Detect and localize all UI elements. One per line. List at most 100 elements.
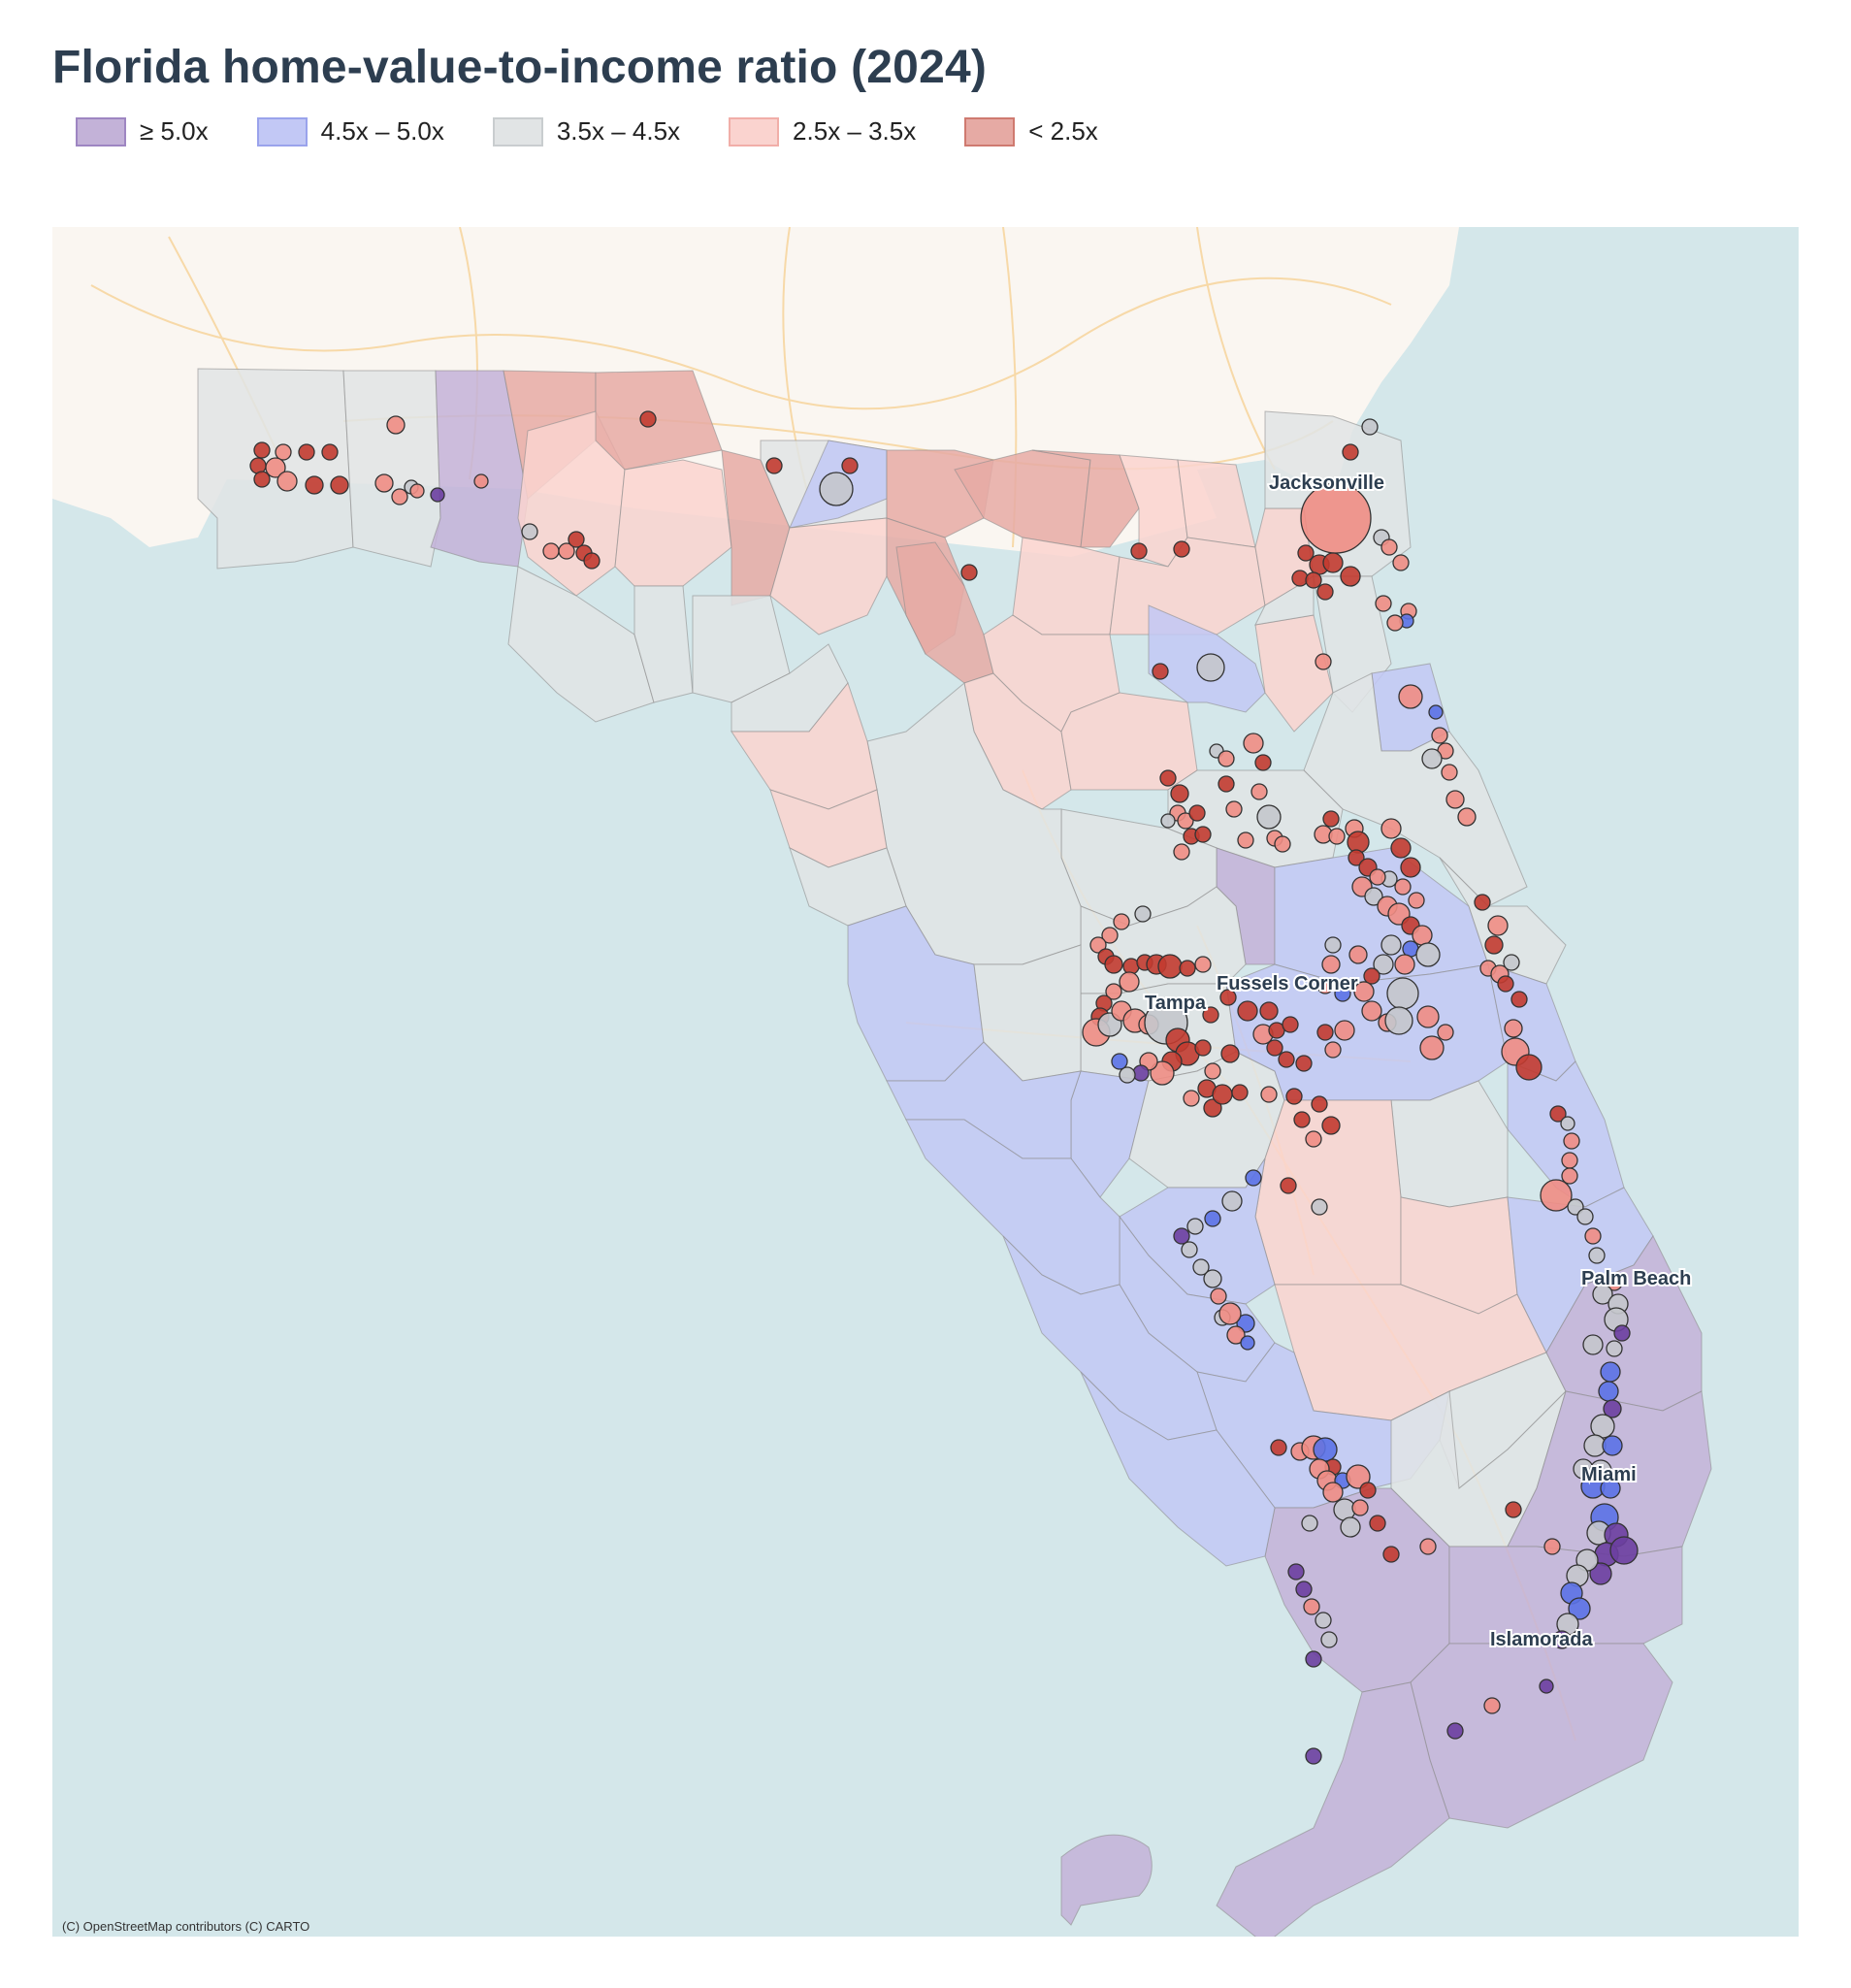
data-point-marker[interactable]: [1543, 1538, 1561, 1555]
data-point-marker[interactable]: [1348, 945, 1368, 964]
data-point-marker[interactable]: [1598, 1381, 1619, 1402]
data-point-marker[interactable]: [1609, 1536, 1639, 1565]
data-point-marker[interactable]: [430, 487, 445, 503]
data-point-marker[interactable]: [1361, 1000, 1382, 1022]
data-point-marker[interactable]: [330, 475, 349, 495]
data-point-marker[interactable]: [1353, 981, 1375, 1002]
data-point-marker[interactable]: [1210, 1287, 1227, 1305]
data-point-marker[interactable]: [558, 542, 575, 560]
data-point-marker[interactable]: [1561, 1152, 1578, 1169]
data-point-marker[interactable]: [1320, 1631, 1338, 1648]
data-point-marker[interactable]: [1394, 954, 1415, 975]
data-point-marker[interactable]: [1400, 857, 1421, 878]
data-point-marker[interactable]: [1582, 1334, 1604, 1355]
data-point-marker[interactable]: [1510, 991, 1528, 1008]
data-point-marker[interactable]: [1194, 826, 1212, 843]
data-point-marker[interactable]: [1421, 748, 1443, 769]
data-point-marker[interactable]: [1181, 1241, 1198, 1258]
data-point-marker[interactable]: [1240, 1335, 1255, 1351]
data-point-marker[interactable]: [1245, 1169, 1262, 1187]
data-point-marker[interactable]: [1613, 1324, 1631, 1342]
data-point-marker[interactable]: [1226, 1325, 1246, 1345]
data-point-marker[interactable]: [1313, 1437, 1338, 1462]
data-point-marker[interactable]: [1150, 1060, 1175, 1086]
data-point-marker[interactable]: [1287, 1563, 1305, 1581]
data-point-marker[interactable]: [1540, 1179, 1573, 1212]
data-point-marker[interactable]: [1305, 1747, 1322, 1765]
data-point-marker[interactable]: [1539, 1678, 1554, 1694]
data-point-marker[interactable]: [1237, 1000, 1258, 1022]
data-point-marker[interactable]: [1416, 1005, 1440, 1028]
data-point-marker[interactable]: [1606, 1274, 1623, 1291]
data-point-marker[interactable]: [386, 415, 406, 435]
data-point-marker[interactable]: [1225, 800, 1243, 818]
data-point-marker[interactable]: [1179, 960, 1196, 977]
data-point-marker[interactable]: [1392, 554, 1410, 571]
data-point-marker[interactable]: [1606, 1340, 1623, 1357]
data-point-marker[interactable]: [1315, 653, 1332, 670]
data-point-marker[interactable]: [1316, 977, 1334, 994]
data-point-marker[interactable]: [1369, 868, 1386, 886]
data-point-marker[interactable]: [276, 471, 298, 492]
data-point-marker[interactable]: [1231, 1084, 1249, 1101]
data-point-marker[interactable]: [1504, 1019, 1523, 1038]
data-point-marker[interactable]: [1487, 915, 1509, 936]
map-svg[interactable]: Jacksonville Tampa Fussels Corner Palm B…: [52, 227, 1799, 1937]
data-point-marker[interactable]: [1134, 905, 1152, 923]
legend-item-4-5-to-5[interactable]: 4.5x – 5.0x: [256, 116, 444, 147]
data-point-marker[interactable]: [1266, 1039, 1283, 1057]
data-point-marker[interactable]: [1588, 1247, 1606, 1264]
data-point-marker[interactable]: [1274, 835, 1291, 853]
data-point-marker[interactable]: [1457, 807, 1477, 827]
data-point-marker[interactable]: [1324, 936, 1342, 954]
data-point-marker[interactable]: [1437, 1024, 1454, 1041]
data-point-marker[interactable]: [1497, 975, 1514, 993]
data-point-marker[interactable]: [253, 471, 271, 488]
data-point-marker[interactable]: [1394, 878, 1412, 896]
data-point-marker[interactable]: [1373, 954, 1394, 975]
data-point-marker[interactable]: [1270, 1439, 1287, 1456]
data-point-marker[interactable]: [1340, 566, 1361, 587]
data-point-marker[interactable]: [298, 443, 315, 461]
data-point-marker[interactable]: [1369, 1515, 1386, 1532]
data-point-marker[interactable]: [1293, 1111, 1311, 1128]
data-point-marker[interactable]: [1101, 927, 1119, 944]
data-point-marker[interactable]: [1311, 1198, 1328, 1216]
data-point-marker[interactable]: [1282, 1016, 1299, 1033]
data-point-marker[interactable]: [765, 457, 783, 474]
data-point-marker[interactable]: [1474, 894, 1491, 911]
data-point-marker[interactable]: [1398, 684, 1423, 709]
data-point-marker[interactable]: [1334, 1020, 1355, 1041]
data-point-marker[interactable]: [265, 457, 286, 478]
data-point-marker[interactable]: [321, 443, 339, 461]
data-point-marker[interactable]: [1386, 977, 1419, 1010]
data-point-marker[interactable]: [1576, 1208, 1594, 1225]
data-point-marker[interactable]: [1382, 1546, 1400, 1563]
data-point-marker[interactable]: [1321, 955, 1341, 974]
data-point-marker[interactable]: [473, 473, 489, 489]
data-point-marker[interactable]: [1152, 663, 1169, 680]
data-point-marker[interactable]: [1220, 1044, 1240, 1063]
data-point-marker[interactable]: [1328, 828, 1346, 845]
data-point-marker[interactable]: [1390, 837, 1412, 859]
data-point-marker[interactable]: [1243, 733, 1264, 754]
data-point-marker[interactable]: [1589, 1562, 1612, 1585]
data-point-marker[interactable]: [1157, 954, 1183, 979]
data-point-marker[interactable]: [1105, 983, 1122, 1000]
data-point-marker[interactable]: [1568, 1597, 1591, 1620]
data-point-marker[interactable]: [1445, 790, 1465, 809]
data-point-marker[interactable]: [1192, 1258, 1210, 1276]
data-point-marker[interactable]: [1202, 1006, 1219, 1024]
data-point-marker[interactable]: [1603, 1399, 1622, 1418]
data-point-marker[interactable]: [1194, 956, 1212, 973]
data-point-marker[interactable]: [1280, 1177, 1297, 1194]
data-point-marker[interactable]: [1380, 818, 1402, 839]
data-point-marker[interactable]: [1303, 1598, 1320, 1615]
data-point-marker[interactable]: [1321, 1116, 1341, 1135]
data-point-marker[interactable]: [1324, 1041, 1342, 1059]
data-point-marker[interactable]: [1219, 989, 1237, 1006]
data-point-marker[interactable]: [1415, 942, 1441, 967]
data-point-marker[interactable]: [521, 523, 538, 540]
data-point-marker[interactable]: [1204, 1210, 1221, 1227]
data-point-marker[interactable]: [1278, 1051, 1295, 1068]
